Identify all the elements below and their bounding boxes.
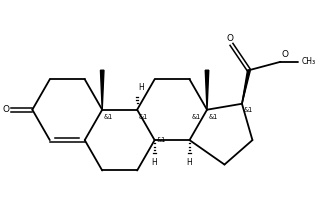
Text: &1: &1 — [156, 137, 166, 143]
Text: H: H — [152, 158, 158, 167]
Text: &1: &1 — [191, 114, 201, 120]
Text: &1: &1 — [209, 114, 218, 120]
Polygon shape — [100, 70, 104, 110]
Text: &1: &1 — [104, 114, 113, 120]
Text: &1: &1 — [244, 107, 253, 113]
Text: O: O — [281, 50, 288, 59]
Text: &1: &1 — [139, 114, 148, 120]
Text: H: H — [187, 158, 193, 167]
Text: O: O — [3, 105, 10, 114]
Text: CH₃: CH₃ — [301, 57, 316, 66]
Text: H: H — [139, 83, 144, 92]
Polygon shape — [242, 70, 250, 104]
Polygon shape — [205, 70, 209, 110]
Text: O: O — [227, 34, 234, 43]
